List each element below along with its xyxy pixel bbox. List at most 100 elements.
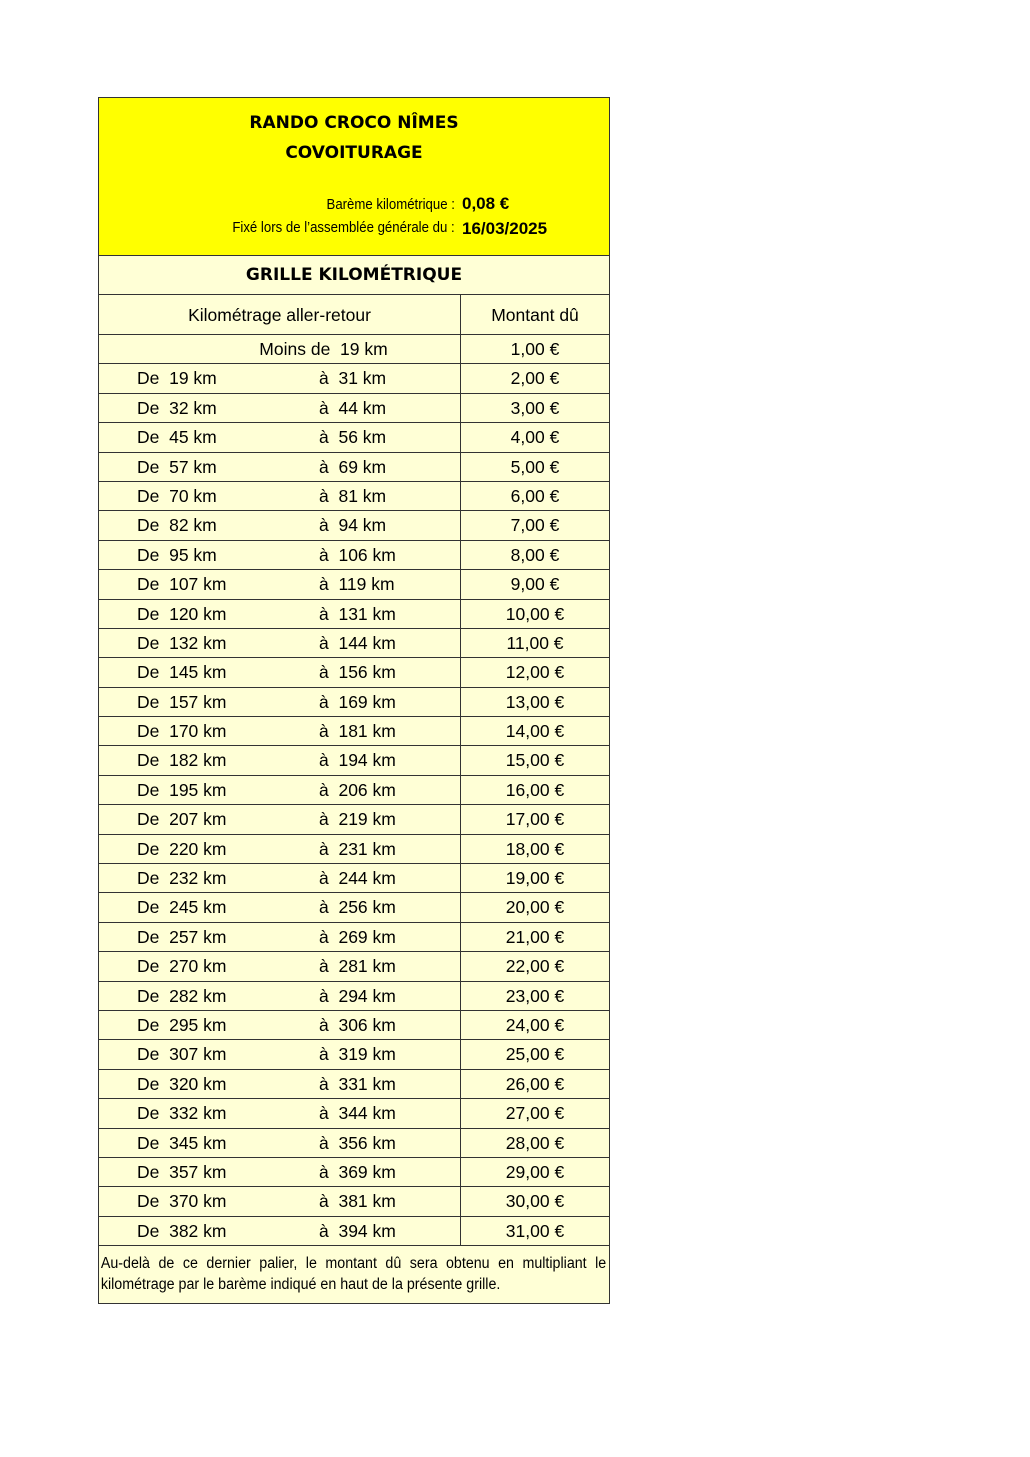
range-to: à 206 km [319, 779, 396, 800]
range-from: De 19 km [137, 368, 217, 389]
amount-cell: 29,00 € [505, 1161, 565, 1182]
table-row: De 95 km à 106 km 8,00 € [99, 540, 609, 571]
range-to: à 94 km [319, 515, 387, 536]
range-to: à 181 km [319, 721, 396, 742]
range-from: De 70 km [137, 485, 217, 506]
amount-cell: 12,00 € [505, 662, 565, 683]
amount-cell: 25,00 € [505, 1044, 565, 1065]
amount-cell: 9,00 € [510, 574, 560, 595]
amount-cell: 27,00 € [505, 1103, 565, 1124]
amount-cell: 7,00 € [510, 515, 560, 536]
amount-cell: 14,00 € [505, 721, 565, 742]
table-row: De 82 km à 94 km 7,00 € [99, 511, 609, 541]
range-to: à 294 km [319, 985, 396, 1006]
range-from: De 295 km [137, 1014, 227, 1035]
range-from: De 57 km [137, 456, 217, 477]
range-from: De 382 km [137, 1220, 227, 1241]
range-from: De 307 km [137, 1044, 227, 1065]
table-row: De 70 km à 81 km 6,00 € [99, 481, 609, 512]
amount-cell: 18,00 € [505, 838, 565, 859]
amount-cell: 1,00 € [510, 339, 560, 359]
table-row: De 157 km à 169 km 13,00 € [99, 687, 609, 718]
table-row: Moins de 19 km 1,00 € [99, 335, 609, 365]
footer-note: Au-delà de ce dernier palier, le montant… [100, 1255, 607, 1294]
table-row: De 220 km à 231 km 18,00 € [99, 834, 609, 865]
first-range: Moins de 19 km [259, 339, 388, 359]
table-row: De 382 km à 394 km 31,00 € [99, 1216, 609, 1247]
header-block: RANDO CROCO NÎMES COVOITURAGE Barème kil… [99, 98, 609, 256]
amount-cell: 21,00 € [505, 926, 565, 947]
range-from: De 120 km [137, 603, 227, 624]
amount-cell: 6,00 € [510, 485, 560, 506]
range-to: à 256 km [319, 897, 396, 918]
range-to: à 331 km [319, 1073, 396, 1094]
amount-cell: 8,00 € [510, 544, 560, 565]
amount-cell: 26,00 € [505, 1073, 565, 1094]
range-from: De 195 km [137, 779, 227, 800]
bareme-label: Barème kilométrique : [326, 196, 455, 213]
range-from: De 257 km [137, 926, 227, 947]
range-from: De 32 km [137, 397, 217, 418]
range-to: à 131 km [319, 603, 396, 624]
table-row: De 120 km à 131 km 10,00 € [99, 599, 609, 629]
table-row: De 257 km à 269 km 21,00 € [99, 922, 609, 953]
range-from: De 232 km [137, 868, 227, 889]
amount-cell: 2,00 € [510, 368, 560, 389]
bareme-value: 0,08 € [462, 194, 510, 213]
range-from: De 145 km [137, 662, 227, 683]
table-row: De 170 km à 181 km 14,00 € [99, 717, 609, 747]
amount-cell: 24,00 € [505, 1014, 565, 1035]
table-row: De 332 km à 344 km 27,00 € [99, 1099, 609, 1129]
range-to: à 231 km [319, 838, 396, 859]
amount-cell: 31,00 € [505, 1220, 565, 1241]
table-row: De 57 km à 69 km 5,00 € [99, 452, 609, 482]
range-to: à 244 km [319, 868, 396, 889]
range-to: à 169 km [319, 691, 396, 712]
range-to: à 56 km [319, 427, 387, 448]
range-from: De 345 km [137, 1132, 227, 1153]
club-title: RANDO CROCO NÎMES [249, 113, 459, 133]
range-to: à 394 km [319, 1220, 396, 1241]
range-to: à 356 km [319, 1132, 396, 1153]
range-to: à 69 km [319, 456, 387, 477]
table-row: De 45 km à 56 km 4,00 € [99, 423, 609, 453]
grid-title: GRILLE KILOMÉTRIQUE [99, 256, 609, 295]
range-from: De 370 km [137, 1191, 227, 1212]
table-row: De 370 km à 381 km 30,00 € [99, 1187, 609, 1217]
table-row: De 282 km à 294 km 23,00 € [99, 981, 609, 1011]
table-row: De 107 km à 119 km 9,00 € [99, 570, 609, 600]
table-row: De 320 km à 331 km 26,00 € [99, 1069, 609, 1100]
table-row: De 232 km à 244 km 19,00 € [99, 864, 609, 894]
range-to: à 31 km [319, 368, 387, 389]
range-from: De 132 km [137, 632, 227, 653]
table-row: De 195 km à 206 km 16,00 € [99, 775, 609, 806]
table-row: De 182 km à 194 km 15,00 € [99, 746, 609, 776]
column-header-row: Kilométrage aller-retour Montant dû [99, 295, 609, 335]
range-from: De 282 km [137, 985, 227, 1006]
amount-cell: 23,00 € [505, 985, 565, 1006]
range-to: à 306 km [319, 1014, 396, 1035]
range-to: à 156 km [319, 662, 396, 683]
range-from: De 157 km [137, 691, 227, 712]
amount-cell: 4,00 € [510, 427, 560, 448]
amount-cell: 17,00 € [505, 809, 565, 830]
table-row: De 307 km à 319 km 25,00 € [99, 1040, 609, 1070]
range-from: De 107 km [137, 574, 227, 595]
range-from: De 270 km [137, 956, 227, 977]
amount-cell: 30,00 € [505, 1191, 565, 1212]
range-to: à 281 km [319, 956, 396, 977]
amount-cell: 19,00 € [505, 868, 565, 889]
table-row: De 345 km à 356 km 28,00 € [99, 1128, 609, 1158]
range-to: à 44 km [319, 397, 387, 418]
table-row: De 19 km à 31 km 2,00 € [99, 364, 609, 394]
table-row: De 207 km à 219 km 17,00 € [99, 805, 609, 835]
amount-cell: 5,00 € [510, 456, 560, 477]
mileage-grid-sheet: RANDO CROCO NÎMES COVOITURAGE Barème kil… [98, 97, 610, 1305]
table-row: De 295 km à 306 km 24,00 € [99, 1010, 609, 1041]
table-row: De 132 km à 144 km 11,00 € [99, 628, 609, 659]
amount-cell: 13,00 € [505, 691, 565, 712]
range-to: à 219 km [319, 809, 396, 830]
table-row: De 270 km à 281 km 22,00 € [99, 952, 609, 982]
amount-cell: 3,00 € [510, 397, 560, 418]
range-to: à 194 km [319, 750, 396, 771]
